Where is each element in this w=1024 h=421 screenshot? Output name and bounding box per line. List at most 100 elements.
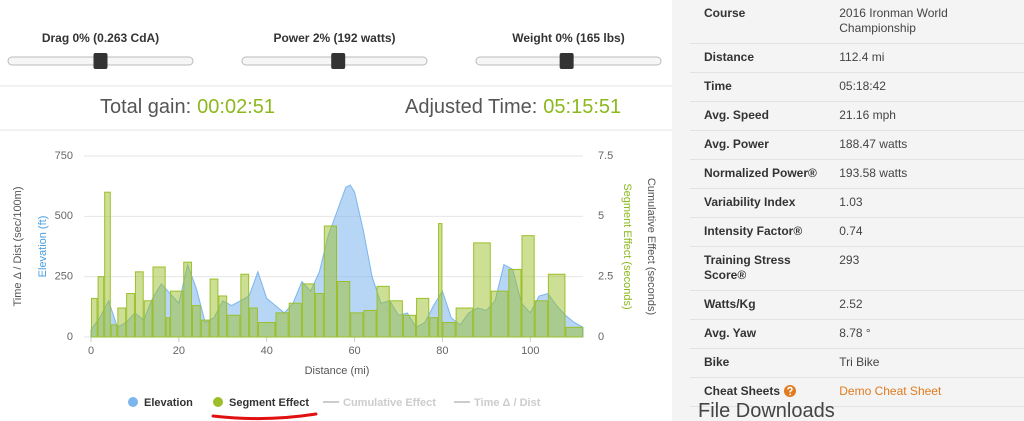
legend-label: Segment Effect xyxy=(229,397,309,409)
segment-bar xyxy=(152,266,166,338)
segment-bar xyxy=(416,297,430,338)
stat-label: Course xyxy=(690,0,826,44)
y2-tick-label: 5 xyxy=(598,210,604,222)
segment-bar xyxy=(337,280,351,338)
stat-value: 05:18:42 xyxy=(825,72,1024,102)
x-tick-label: 20 xyxy=(173,345,185,357)
x-tick-label: 80 xyxy=(436,345,448,357)
label-text: Watts/Kg xyxy=(704,297,756,311)
stat-value: 188.47 watts xyxy=(825,130,1024,160)
segment-bar xyxy=(350,312,364,338)
stat-value: 193.58 watts xyxy=(825,159,1024,189)
slider-label: Drag 0% (0.263 CdA) xyxy=(42,31,159,45)
segment-bar xyxy=(183,261,193,338)
stat-value: 293 xyxy=(825,246,1024,291)
label: Total gain: xyxy=(100,96,191,118)
stat-value: Tri Bike xyxy=(825,348,1024,378)
value-text: 1.03 xyxy=(839,195,863,209)
x-tick-label: 60 xyxy=(348,345,360,357)
stat-row: Bike Tri Bike xyxy=(690,348,1024,378)
stat-value: 2.52 xyxy=(825,290,1024,320)
stat-row: Cheat Sheets Demo Cheat Sheet xyxy=(690,377,1024,407)
label: Adjusted Time: xyxy=(405,96,537,118)
value-text: 05:18:42 xyxy=(839,79,886,93)
segment-bar xyxy=(110,324,118,338)
segment-bar xyxy=(192,305,201,338)
segment-bar xyxy=(565,326,584,338)
stat-label: Bike xyxy=(690,348,826,378)
value-text: 2016 Ironman World Championship xyxy=(839,6,948,35)
segment-bar xyxy=(218,295,228,338)
value-text: 193.58 watts xyxy=(839,166,908,180)
segment-bar xyxy=(534,300,548,338)
label-text: Distance xyxy=(704,50,755,64)
segment-bar xyxy=(455,307,474,338)
x-axis-title: Distance (mi) xyxy=(305,365,370,377)
stat-value: 2016 Ironman World Championship xyxy=(825,0,1024,44)
segment-bar xyxy=(442,322,456,338)
annotation-underline xyxy=(211,412,318,421)
stat-row: Intensity Factor® 0.74 xyxy=(690,217,1024,247)
value: 00:02:51 xyxy=(197,96,275,118)
segment-bar xyxy=(473,242,491,338)
stat-label: Watts/Kg xyxy=(690,290,826,320)
stat-value: 8.78 ° xyxy=(825,319,1024,349)
legend-item[interactable]: Cumulative Effect xyxy=(323,397,436,409)
x-tick-label: 100 xyxy=(521,345,539,357)
value-text: 2.52 xyxy=(839,297,863,311)
y-tick-label: 750 xyxy=(55,150,73,162)
value-text: 8.78 ° xyxy=(839,326,871,340)
y2-tick-label: 7.5 xyxy=(598,150,613,162)
legend-item[interactable]: Elevation xyxy=(128,397,193,409)
slider-label: Power 2% (192 watts) xyxy=(273,31,395,45)
value: 05:15:51 xyxy=(543,96,621,118)
y2-tick-label: 2.5 xyxy=(598,271,613,283)
label-text: Normalized Power® xyxy=(704,166,817,180)
stat-label: Avg. Speed xyxy=(690,101,826,131)
stat-row: Training Stress Score® 293 xyxy=(690,246,1024,291)
stat-label: Time xyxy=(690,72,826,102)
slider-knob[interactable] xyxy=(559,53,574,69)
stat-row: Avg. Power 188.47 watts xyxy=(690,130,1024,160)
segment-bar xyxy=(438,223,443,338)
segment-bar xyxy=(227,314,241,338)
value-text: 21.16 mph xyxy=(839,108,896,122)
slider-knob[interactable] xyxy=(331,53,346,69)
stat-row: Avg. Speed 21.16 mph xyxy=(690,101,1024,131)
stat-label: Variability Index xyxy=(690,188,826,218)
ride-summary: Course 2016 Ironman World Championship Dis… xyxy=(672,0,1024,421)
segment-bar xyxy=(508,268,522,338)
value-text: 188.47 watts xyxy=(839,137,908,151)
section-heading: File Downloads xyxy=(698,400,835,421)
label-text: Course xyxy=(704,6,746,20)
legend-item[interactable]: Time Δ / Dist xyxy=(454,397,541,409)
slider-label: Weight 0% (165 lbs) xyxy=(512,31,624,45)
stat-label: Training Stress Score® xyxy=(690,246,826,291)
label-text: Time xyxy=(704,79,732,93)
stat-row: Variability Index 1.03 xyxy=(690,188,1024,218)
x-tick-label: 0 xyxy=(88,345,94,357)
label-text: Cheat Sheets xyxy=(704,384,781,398)
label-text: Avg. Yaw xyxy=(704,326,757,340)
label-text: Training Stress Score® xyxy=(704,253,791,282)
y2-tick-label: 0 xyxy=(598,331,604,343)
help-icon[interactable] xyxy=(784,385,797,397)
stat-value: 1.03 xyxy=(825,188,1024,218)
segment-bar xyxy=(200,319,210,338)
segment-bar xyxy=(275,312,289,338)
segment-bar xyxy=(117,307,127,338)
axis-title: Elevation (ft) xyxy=(37,216,49,278)
slider-knob[interactable] xyxy=(93,53,108,69)
stats-table: Course 2016 Ironman World Championship Dis… xyxy=(690,0,1024,407)
segment-bar xyxy=(257,322,276,338)
legend-item[interactable]: Segment Effect xyxy=(213,397,309,409)
segment-bar xyxy=(165,317,171,338)
segment-bar xyxy=(240,273,250,338)
segment-bar xyxy=(249,307,258,338)
axis-title: Time Δ / Dist (sec/100m) xyxy=(12,186,24,306)
segment-bar xyxy=(97,276,105,338)
x-tick-label: 40 xyxy=(261,345,273,357)
stat-row: Course 2016 Ironman World Championship xyxy=(690,0,1024,44)
cheat-sheet-link[interactable]: Demo Cheat Sheet xyxy=(839,384,942,398)
